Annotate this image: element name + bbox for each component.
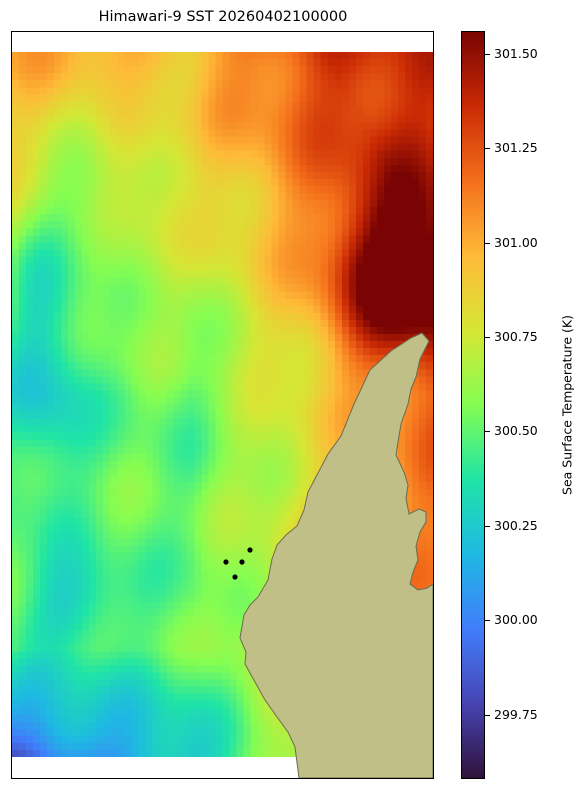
colorbar-tick-label: 301.25: [494, 140, 538, 156]
colorbar-tick: [485, 620, 490, 622]
colorbar-tick: [485, 242, 490, 244]
land-layer: [223, 332, 433, 778]
station-markers: [223, 547, 253, 580]
colorbar-tick-label: 300.75: [494, 329, 538, 344]
colorbar-tick: [485, 148, 490, 150]
colorbar-tick: [485, 525, 490, 527]
colorbar-tick-label: 299.75: [494, 706, 538, 722]
colorbar-tick: [485, 714, 490, 716]
colorbar-tick-label: 300.00: [494, 612, 538, 628]
map-title: Himawari-9 SST 20260402100000: [98, 9, 348, 25]
station-marker[interactable]: [232, 574, 238, 580]
colorbar-tick-label: 301.00: [494, 234, 538, 250]
coastline-land: [239, 332, 433, 778]
colorbar-label: Sea Surface Temperature (K): [559, 315, 575, 495]
colorbar-tick-label: 301.50: [494, 45, 538, 61]
station-marker[interactable]: [239, 559, 245, 565]
colorbar-tick-label: 300.50: [494, 423, 538, 439]
station-marker[interactable]: [247, 547, 253, 553]
colorbar-tick-label: 300.25: [494, 517, 538, 533]
colorbar-tick: [485, 431, 490, 433]
map-panel[interactable]: [11, 31, 434, 779]
colorbar-tick: [485, 337, 490, 338]
colorbar-tick: [485, 53, 490, 55]
colorbar: [461, 31, 485, 779]
station-marker[interactable]: [223, 559, 229, 565]
